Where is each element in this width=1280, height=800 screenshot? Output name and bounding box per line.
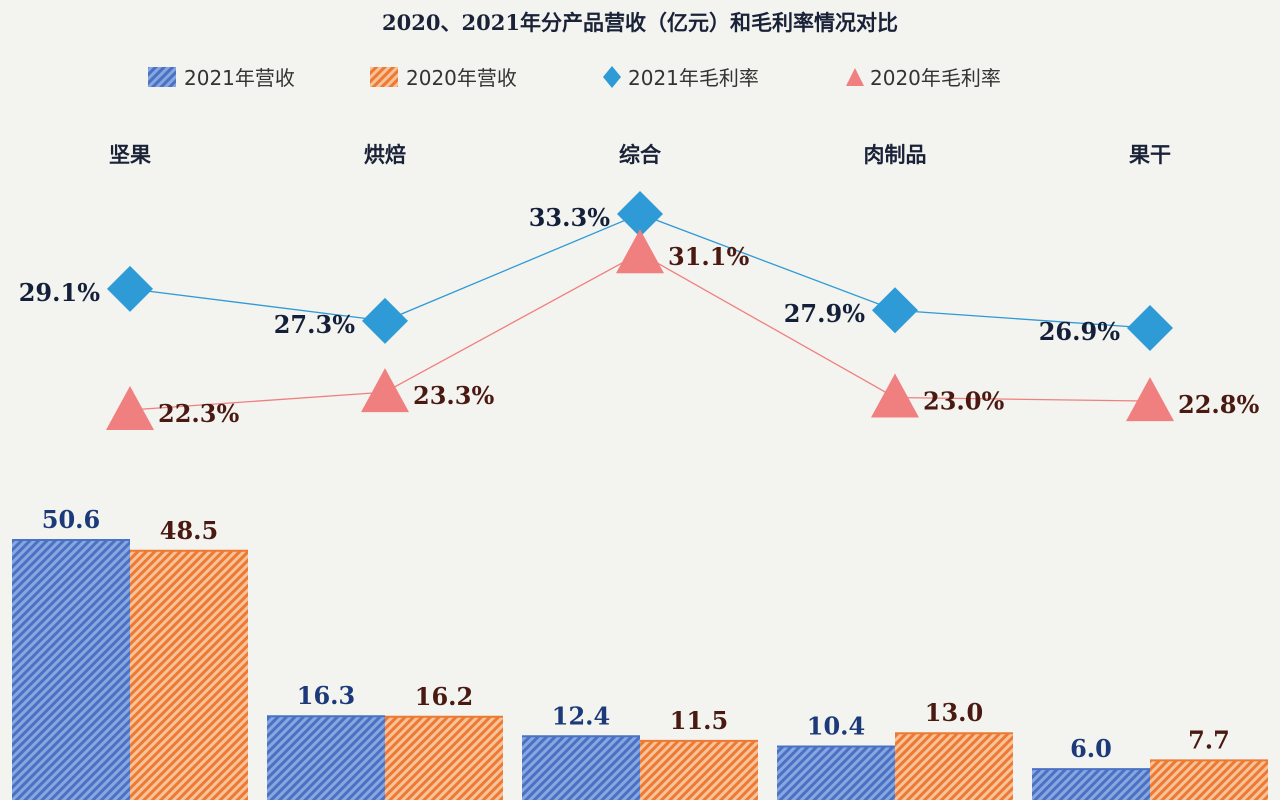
margin-label-2021: 27.3% bbox=[274, 310, 355, 339]
category-labels: 坚果 烘焙 综合 肉制品 果干 bbox=[109, 143, 1171, 167]
legend-swatch-2020-revenue bbox=[370, 67, 398, 87]
legend: 2021年营收 2020年营收 2021年毛利率 2020年毛利率 bbox=[148, 66, 1001, 90]
margin-label-2021: 29.1% bbox=[19, 278, 100, 307]
margin-label-2021: 27.9% bbox=[784, 299, 865, 328]
margin-marker-2021 bbox=[107, 265, 153, 312]
margin-marker-2020 bbox=[106, 386, 154, 430]
revenue-label-2021: 10.4 bbox=[807, 712, 865, 741]
revenue-label-2021: 50.6 bbox=[42, 505, 100, 534]
revenue-label-2020: 7.7 bbox=[1188, 725, 1230, 754]
category-label: 果干 bbox=[1129, 143, 1171, 167]
margin-marker-2021 bbox=[362, 297, 408, 344]
legend-marker-2020-margin bbox=[846, 68, 864, 86]
revenue-bar-2020 bbox=[385, 716, 503, 800]
category-label: 肉制品 bbox=[864, 143, 927, 167]
revenue-bar-2020 bbox=[1150, 760, 1268, 800]
margin-marker-2021 bbox=[872, 287, 918, 334]
revenue-bar-2020 bbox=[640, 740, 758, 800]
revenue-label-2021: 12.4 bbox=[552, 701, 610, 730]
revenue-bars: 50.6 16.3 12.4 10.4 6.0 48.5 16.2 11.5 13.0 7.7 bbox=[12, 505, 1268, 800]
category-label: 综合 bbox=[619, 143, 662, 167]
legend-label-2021-revenue: 2021年营收 bbox=[184, 66, 295, 90]
margin-lines: 29.1% 27.3% 33.3% 27.9% 26.9% 22.3% 23.3% 31.1%… bbox=[19, 191, 1259, 430]
revenue-label-2020: 11.5 bbox=[670, 706, 728, 735]
revenue-label-2021: 6.0 bbox=[1070, 734, 1112, 763]
revenue-bar-2021 bbox=[267, 716, 385, 800]
revenue-bar-2020 bbox=[130, 550, 248, 800]
revenue-label-2021: 16.3 bbox=[297, 681, 355, 710]
margin-label-2020: 31.1% bbox=[668, 242, 749, 271]
margin-marker-2020 bbox=[616, 229, 664, 274]
legend-marker-2021-margin bbox=[603, 66, 621, 88]
revenue-bar-2020 bbox=[895, 733, 1013, 800]
revenue-bar-2021 bbox=[12, 540, 130, 800]
legend-label-2020-margin: 2020年毛利率 bbox=[870, 66, 1001, 90]
revenue-label-2020: 13.0 bbox=[925, 698, 983, 727]
category-label: 坚果 bbox=[109, 143, 151, 167]
legend-label-2020-revenue: 2020年营收 bbox=[406, 66, 517, 90]
margin-label-2021: 26.9% bbox=[1039, 317, 1120, 346]
margin-marker-2021 bbox=[1127, 305, 1173, 352]
category-label: 烘焙 bbox=[364, 143, 406, 167]
revenue-label-2020: 48.5 bbox=[160, 516, 218, 545]
revenue-bar-2021 bbox=[1032, 769, 1150, 800]
chart-title: 2020、2021年分产品营收（亿元）和毛利率情况对比 bbox=[382, 10, 898, 35]
margin-label-2020: 23.3% bbox=[413, 381, 494, 410]
revenue-bar-2021 bbox=[522, 736, 640, 800]
margin-label-2020: 22.8% bbox=[1178, 390, 1259, 419]
margin-label-2020: 22.3% bbox=[158, 399, 239, 428]
margin-marker-2020 bbox=[1126, 377, 1174, 422]
margin-label-2021: 33.3% bbox=[529, 203, 610, 232]
revenue-label-2020: 16.2 bbox=[415, 682, 473, 711]
legend-label-2021-margin: 2021年毛利率 bbox=[628, 66, 759, 90]
revenue-bar-2021 bbox=[777, 746, 895, 800]
margin-marker-2021 bbox=[617, 191, 663, 237]
margin-label-2020: 23.0% bbox=[923, 387, 1004, 416]
legend-swatch-2021-revenue bbox=[148, 67, 176, 87]
margin-marker-2020 bbox=[361, 368, 409, 413]
margin-marker-2020 bbox=[871, 373, 919, 418]
